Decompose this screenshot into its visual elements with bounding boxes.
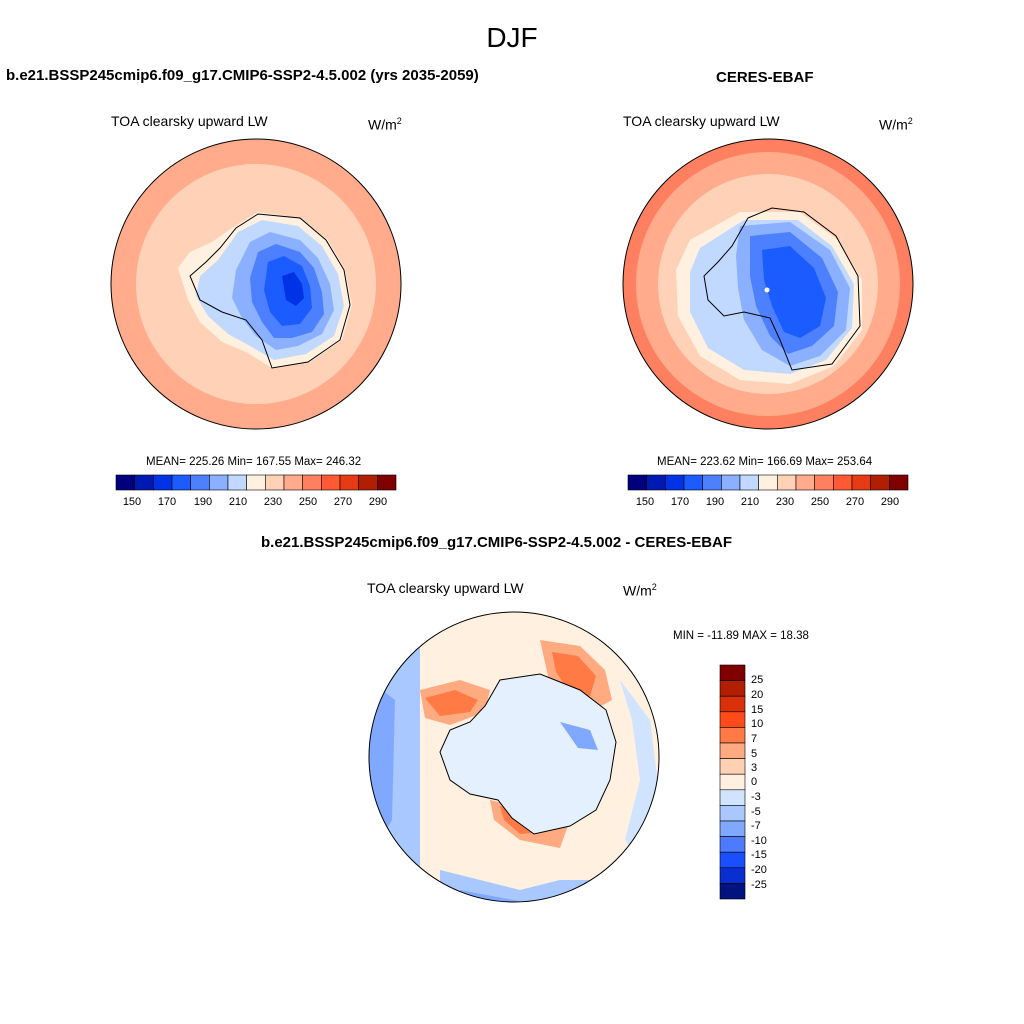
- map-3-border: [368, 611, 660, 903]
- colorbar-swatch: [646, 474, 666, 491]
- colorbar-swatch: [209, 474, 229, 491]
- colorbar-2: [627, 474, 909, 491]
- panel-1-stats: MEAN= 225.26 Min= 167.55 Max= 246.32: [146, 456, 362, 468]
- colorbar-1-tick: 190: [193, 496, 213, 508]
- colorbar-swatch: [870, 474, 890, 491]
- colorbar-swatch: [246, 474, 266, 491]
- colorbar-2-tick: 270: [845, 496, 865, 508]
- colorbar-1-tick: 170: [157, 496, 177, 508]
- colorbar-3-tick: -15: [751, 849, 767, 861]
- panel-1-units: W/m2: [368, 116, 402, 133]
- map-2: [623, 139, 913, 429]
- colorbar-1-tick: 270: [333, 496, 353, 508]
- colorbar-2-tick: 230: [775, 496, 795, 508]
- colorbar-3-tick: 20: [751, 689, 764, 701]
- colorbar-1-tick: 290: [368, 496, 388, 508]
- colorbar-swatch: [777, 474, 797, 491]
- colorbar-swatch: [739, 474, 759, 491]
- colorbar-swatch: [719, 836, 746, 853]
- colorbar-3-tick: 5: [751, 748, 758, 760]
- colorbar-swatch: [719, 680, 746, 697]
- colorbar-3-tick: -3: [751, 791, 761, 803]
- colorbar-swatch: [321, 474, 341, 491]
- colorbar-1-tick: 230: [263, 496, 283, 508]
- panel-2-variable: TOA clearsky upward LW: [623, 113, 780, 129]
- colorbar-3-tick: 10: [751, 718, 764, 730]
- colorbar-3-tick: 7: [751, 733, 758, 745]
- colorbar-swatch: [283, 474, 303, 491]
- colorbar-2-tick: 190: [705, 496, 725, 508]
- colorbar-swatch: [719, 883, 746, 900]
- colorbar-swatch: [795, 474, 815, 491]
- colorbar-1-tick: 210: [228, 496, 248, 508]
- colorbar-swatch: [719, 805, 746, 822]
- colorbar-swatch: [115, 474, 135, 491]
- colorbar-3-tick: 15: [751, 704, 764, 716]
- colorbar-swatch: [719, 695, 746, 713]
- panel-3-stats: MIN = -11.89 MAX = 18.38: [673, 630, 809, 642]
- colorbar-1-tick: 250: [298, 496, 318, 508]
- colorbar-3-tick: 25: [751, 674, 764, 686]
- colorbar-swatch: [719, 789, 746, 806]
- colorbar-swatch: [377, 474, 397, 491]
- colorbar-swatch: [758, 474, 778, 491]
- panel-1-variable: TOA clearsky upward LW: [111, 113, 268, 129]
- colorbar-swatch: [719, 711, 746, 728]
- colorbar-3-tick: -10: [751, 835, 767, 847]
- colorbar-swatch: [833, 474, 853, 491]
- panel-2-title: CERES-EBAF: [716, 69, 814, 86]
- colorbar-swatch: [719, 727, 746, 744]
- colorbar-swatch: [851, 474, 871, 491]
- panel-3-units: W/m2: [623, 582, 657, 599]
- figure-title: DJF: [486, 22, 538, 53]
- colorbar-2-tick: 170: [670, 496, 690, 508]
- panel-2-units: W/m2: [879, 116, 913, 133]
- colorbar-1: [115, 474, 397, 491]
- colorbar-swatch: [889, 474, 909, 491]
- colorbar-swatch: [190, 474, 210, 491]
- map-1-border: [110, 138, 402, 430]
- colorbar-2-tick: 150: [635, 496, 655, 508]
- colorbar-swatch: [719, 758, 746, 775]
- colorbar-swatch: [302, 474, 322, 491]
- colorbar-3-tick: -5: [751, 806, 761, 818]
- colorbar-3: [719, 664, 746, 900]
- colorbar-swatch: [134, 474, 154, 491]
- colorbar-swatch: [721, 474, 741, 491]
- map-3: [369, 612, 659, 902]
- colorbar-swatch: [702, 474, 722, 491]
- panel-3-title: b.e21.BSSP245cmip6.f09_g17.CMIP6-SSP2-4.…: [261, 534, 733, 551]
- colorbar-3-tick: 3: [751, 762, 758, 774]
- colorbar-swatch: [227, 474, 247, 491]
- colorbar-swatch: [339, 474, 359, 491]
- colorbar-2-tick: 250: [810, 496, 830, 508]
- colorbar-swatch: [719, 851, 746, 869]
- colorbar-2-tick: 290: [880, 496, 900, 508]
- colorbar-swatch: [665, 474, 685, 491]
- colorbar-swatch: [171, 474, 191, 491]
- colorbar-swatch: [627, 474, 647, 491]
- colorbar-swatch: [683, 474, 703, 491]
- map-1: [111, 139, 401, 429]
- colorbar-3-tick: -25: [751, 879, 767, 891]
- colorbar-swatch: [358, 474, 378, 491]
- colorbar-3-tick: -20: [751, 864, 767, 876]
- colorbar-swatch: [719, 773, 746, 791]
- colorbar-3-tick: -7: [751, 820, 761, 832]
- colorbar-3-tick: 0: [751, 776, 758, 788]
- colorbar-swatch: [153, 474, 173, 491]
- map-2-border: [622, 138, 914, 430]
- colorbar-swatch: [719, 742, 746, 759]
- panel-2-stats: MEAN= 223.62 Min= 166.69 Max= 253.64: [657, 456, 873, 468]
- colorbar-swatch: [719, 867, 746, 884]
- colorbar-swatch: [719, 664, 746, 681]
- colorbar-swatch: [265, 474, 285, 491]
- panel-1-title: b.e21.BSSP245cmip6.f09_g17.CMIP6-SSP2-4.…: [6, 67, 479, 84]
- colorbar-1-tick: 150: [122, 496, 142, 508]
- colorbar-swatch: [814, 474, 834, 491]
- colorbar-swatch: [719, 820, 746, 837]
- colorbar-2-tick: 210: [740, 496, 760, 508]
- panel-3-variable: TOA clearsky upward LW: [367, 580, 524, 596]
